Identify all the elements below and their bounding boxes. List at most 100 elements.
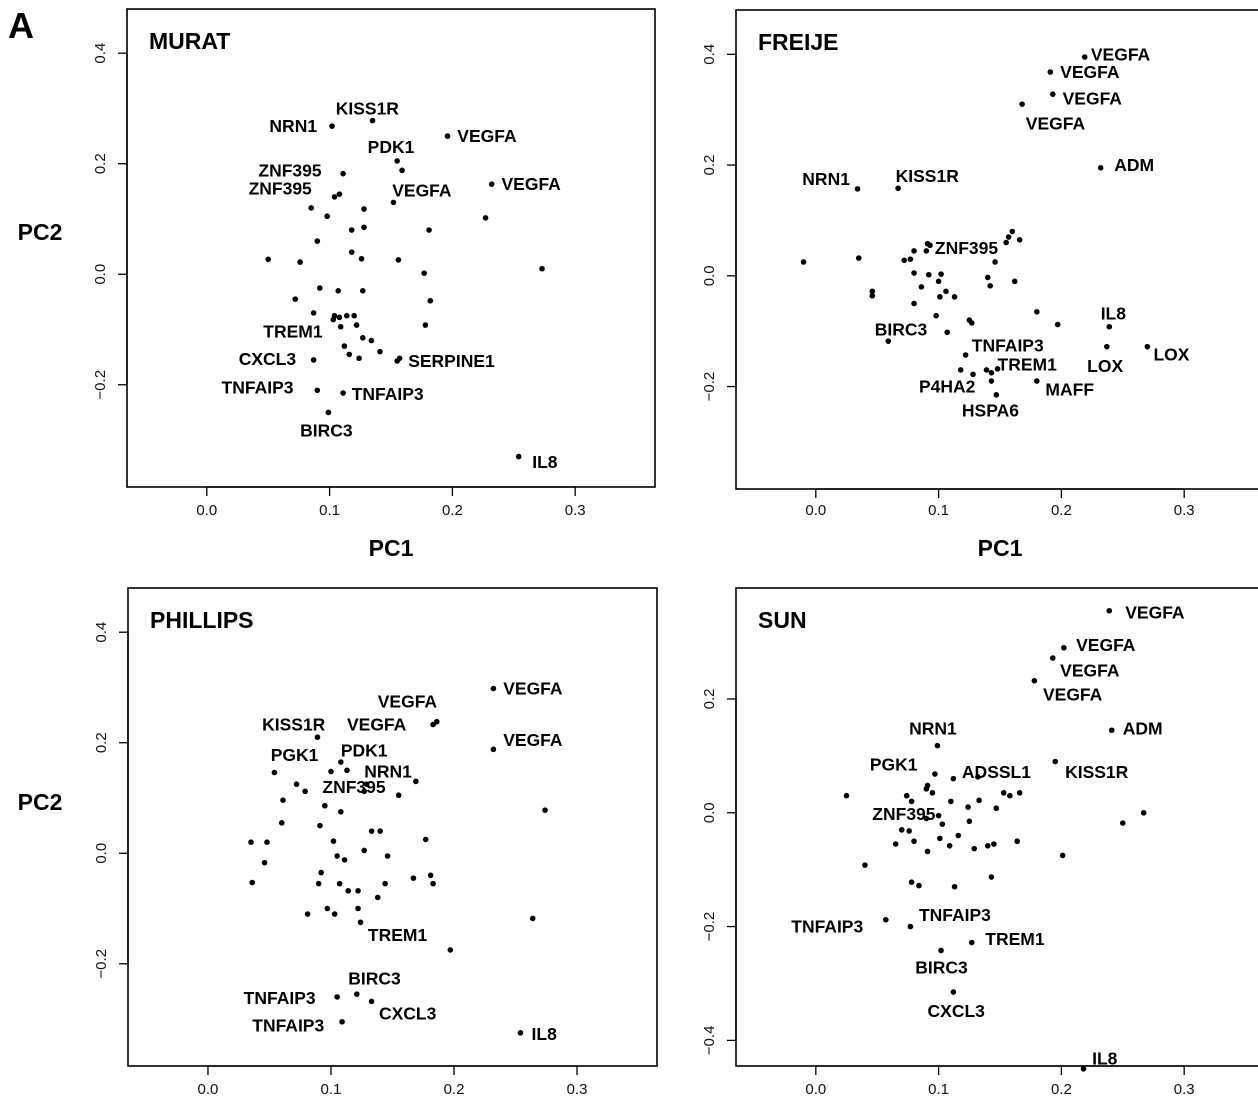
data-point — [271, 769, 278, 776]
x-tick-label: 0.2 — [1051, 1081, 1072, 1098]
data-point — [413, 778, 419, 785]
data-point — [302, 788, 308, 795]
data-point — [1000, 790, 1007, 796]
gene-label: LOX — [1153, 344, 1189, 364]
data-point — [944, 329, 950, 336]
data-point — [906, 828, 912, 834]
x-tick-label: 0.3 — [565, 502, 586, 519]
data-point — [344, 767, 350, 774]
data-point — [1005, 234, 1012, 240]
data-point — [994, 366, 1001, 372]
gene-label: TNFAIP3 — [972, 336, 1044, 356]
gene-label: VEGFA — [1125, 602, 1185, 622]
panel-phillips: 0.0 0.1 0.2 0.3 −0.2 0.0 0.2 0.4 PHILLIPS PC2 VEGF… — [18, 587, 658, 1098]
data-point — [946, 842, 953, 849]
data-point — [316, 285, 323, 291]
data-point — [957, 367, 964, 373]
data-point — [384, 853, 391, 859]
data-point — [892, 841, 899, 847]
data-point — [357, 919, 364, 926]
data-point — [304, 911, 311, 917]
data-point — [427, 297, 434, 304]
data-point — [869, 292, 876, 299]
plot-frame — [735, 587, 1258, 1067]
data-point — [314, 387, 321, 394]
data-point — [1054, 321, 1061, 328]
data-point — [951, 883, 958, 890]
y-axis-title: PC2 — [18, 219, 63, 245]
y-tick-label: 0.0 — [93, 843, 110, 864]
data-point — [482, 215, 489, 221]
gene-label: PDK1 — [368, 137, 415, 157]
gene-label: NRN1 — [909, 719, 957, 739]
data-point — [353, 322, 360, 328]
x-tick-label: 0.3 — [567, 1081, 588, 1098]
data-point — [1052, 758, 1059, 765]
x-tick-label: 0.2 — [1051, 502, 1072, 519]
panel-murat: 0.0 0.1 0.2 0.3 −0.2 0.0 0.2 0.4 MURAT PC1 PC2 KISS… — [18, 8, 656, 561]
gene-label: KISS1R — [896, 166, 960, 186]
data-point — [908, 879, 915, 885]
data-point — [338, 809, 344, 815]
gene-label: ZNF395 — [935, 238, 998, 258]
data-point — [444, 133, 451, 139]
gene-label: VEGFA — [502, 174, 562, 194]
gene-label: VEGFA — [392, 180, 452, 200]
gene-label: NRN1 — [802, 169, 850, 189]
data-point — [359, 288, 366, 294]
gene-label: TREM1 — [998, 354, 1058, 374]
data-point — [927, 242, 933, 249]
data-point — [368, 337, 375, 344]
data-point — [993, 805, 1000, 812]
data-point — [933, 312, 939, 319]
data-point — [925, 271, 932, 278]
data-point — [1016, 237, 1023, 243]
data-point — [869, 288, 876, 295]
data-point — [348, 227, 355, 233]
gene-label: BIRC3 — [348, 969, 401, 989]
data-point — [1047, 69, 1054, 75]
data-point — [334, 994, 340, 1000]
data-point — [1104, 343, 1110, 350]
x-tick-label: 0.2 — [442, 502, 463, 519]
gene-label: TNFAIP3 — [791, 917, 863, 937]
gene-label: ADM — [1123, 719, 1163, 739]
data-point — [427, 872, 434, 879]
gene-label: NRN1 — [364, 761, 412, 781]
y-tick-label: 0.4 — [93, 622, 110, 643]
data-point — [1080, 1066, 1087, 1072]
gene-label: PGK1 — [271, 745, 319, 765]
x-tick-label: 0.0 — [198, 1081, 219, 1098]
data-point — [938, 271, 944, 277]
data-point — [346, 351, 353, 358]
y-axis-title: PC2 — [18, 789, 63, 815]
gene-label: TNFAIP3 — [252, 1016, 324, 1036]
data-point — [334, 853, 340, 859]
y-tick-label: 0.4 — [701, 44, 718, 65]
data-point — [950, 989, 957, 995]
gene-label: IL8 — [1092, 1049, 1118, 1069]
data-point — [318, 869, 324, 876]
data-point — [1009, 228, 1016, 235]
data-point — [430, 880, 436, 887]
data-point — [937, 294, 943, 300]
data-point — [993, 392, 1000, 398]
gene-label: BIRC3 — [300, 421, 353, 441]
data-point — [903, 792, 910, 799]
data-point — [976, 797, 982, 804]
data-point — [348, 249, 355, 255]
x-axis-title: PC1 — [978, 535, 1023, 561]
data-point — [968, 939, 975, 946]
data-point — [368, 828, 375, 834]
data-point — [539, 265, 545, 272]
gene-label: KISS1R — [262, 714, 326, 734]
gene-label: PDK1 — [341, 740, 388, 760]
gene-label: TNFAIP3 — [244, 988, 316, 1008]
data-point — [1081, 54, 1088, 60]
data-point — [340, 170, 346, 177]
data-point — [885, 338, 892, 344]
data-point — [331, 911, 338, 917]
data-point — [992, 259, 998, 265]
data-point — [938, 947, 944, 954]
data-point — [950, 775, 957, 782]
